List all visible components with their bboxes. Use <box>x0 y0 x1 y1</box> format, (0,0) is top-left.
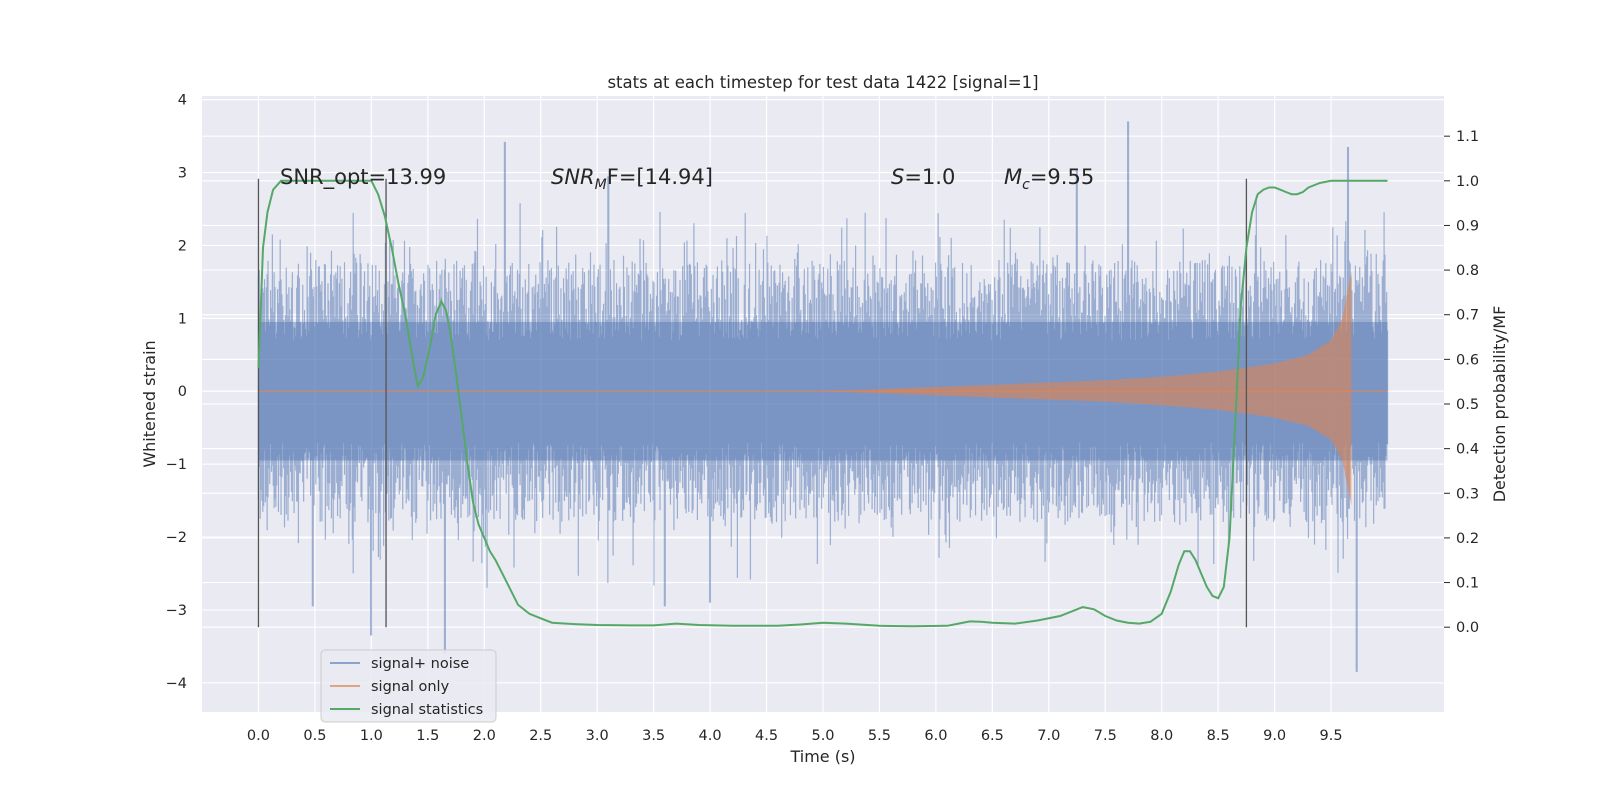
y-axis-left-ticks: 4 3 2 1 0 −1 −2 −3 −4 <box>166 93 187 692</box>
annotation-snr-mf: SNRMF=[14.94] <box>551 165 713 193</box>
y-axis-label-right: Detection probability/MF <box>1490 306 1509 503</box>
x-tick-label: 0.0 <box>247 728 270 744</box>
y-tick-label-right: 0.3 <box>1456 486 1479 502</box>
legend-label-signal: signal only <box>371 679 450 695</box>
y-tick-label-right: 0.5 <box>1456 397 1479 413</box>
y-tick-label-left: −1 <box>166 457 187 473</box>
y-tick-label-left: −4 <box>166 676 187 692</box>
x-tick-label: 1.5 <box>416 728 439 744</box>
y-axis-right-ticks: 1.1 1.0 0.9 0.8 0.7 0.6 0.5 0.4 0.3 0.2 0.1 0.0 <box>1444 129 1479 636</box>
x-tick-label: 3.0 <box>586 728 609 744</box>
y-tick-label-right: 1.1 <box>1456 129 1479 145</box>
x-tick-label: 4.0 <box>699 728 722 744</box>
y-tick-label-left: 3 <box>178 166 187 182</box>
x-axis-ticks: 0.0 0.5 1.0 1.5 2.0 2.5 3.0 3.5 4.0 4.5 5.0 5.5 6.0 6… <box>247 728 1343 744</box>
x-tick-label: 7.5 <box>1094 728 1117 744</box>
y-tick-label-right: 0.6 <box>1456 352 1479 368</box>
y-tick-label-right: 0.0 <box>1456 620 1479 636</box>
y-tick-label-right: 0.2 <box>1456 531 1479 547</box>
y-tick-label-right: 0.7 <box>1456 308 1479 324</box>
x-tick-label: 5.0 <box>811 728 834 744</box>
legend-box <box>320 649 497 723</box>
chart-title: stats at each timestep for test data 142… <box>607 73 1038 92</box>
x-tick-label: 4.5 <box>755 728 778 744</box>
signal-statistics-series <box>257 179 1388 628</box>
x-tick-label: 0.5 <box>303 728 326 744</box>
legend-label-statistics: signal statistics <box>371 702 483 718</box>
y-axis-label-left: Whitened strain <box>140 340 159 467</box>
y-tick-label-left: 0 <box>178 384 187 400</box>
y-tick-label-left: 4 <box>178 93 187 109</box>
x-tick-label: 1.0 <box>360 728 383 744</box>
x-tick-label: 9.5 <box>1320 728 1343 744</box>
x-tick-label: 8.0 <box>1150 728 1173 744</box>
y-tick-label-left: 1 <box>178 311 187 327</box>
x-tick-label: 6.0 <box>924 728 947 744</box>
x-tick-label: 6.5 <box>981 728 1004 744</box>
y-tick-label-left: −3 <box>166 603 187 619</box>
x-axis-label: Time (s) <box>789 747 855 766</box>
annotation-snr-opt: SNR_opt=13.99 <box>280 165 446 190</box>
y-tick-label-right: 1.0 <box>1456 174 1479 190</box>
signal-only-series <box>258 271 1352 506</box>
x-tick-label: 3.5 <box>642 728 665 744</box>
y-tick-label-right: 0.4 <box>1456 442 1479 458</box>
y-tick-label-left: −2 <box>166 530 187 546</box>
annotation-s: S=1.0 <box>891 165 955 189</box>
x-tick-label: 7.0 <box>1037 728 1060 744</box>
y-tick-label-left: 2 <box>178 238 187 254</box>
annotation-mc: Mc=9.55 <box>1004 165 1094 193</box>
x-tick-label: 2.0 <box>473 728 496 744</box>
y-tick-label-right: 0.8 <box>1456 263 1479 279</box>
legend: signal+ noise signal only signal statist… <box>320 649 497 723</box>
legend-label-noise: signal+ noise <box>371 656 469 672</box>
x-tick-label: 8.5 <box>1207 728 1230 744</box>
y-tick-label-right: 0.1 <box>1456 576 1479 592</box>
y-tick-label-right: 0.9 <box>1456 218 1479 234</box>
x-tick-label: 2.5 <box>529 728 552 744</box>
x-tick-label: 5.5 <box>868 728 891 744</box>
x-tick-label: 9.0 <box>1263 728 1286 744</box>
